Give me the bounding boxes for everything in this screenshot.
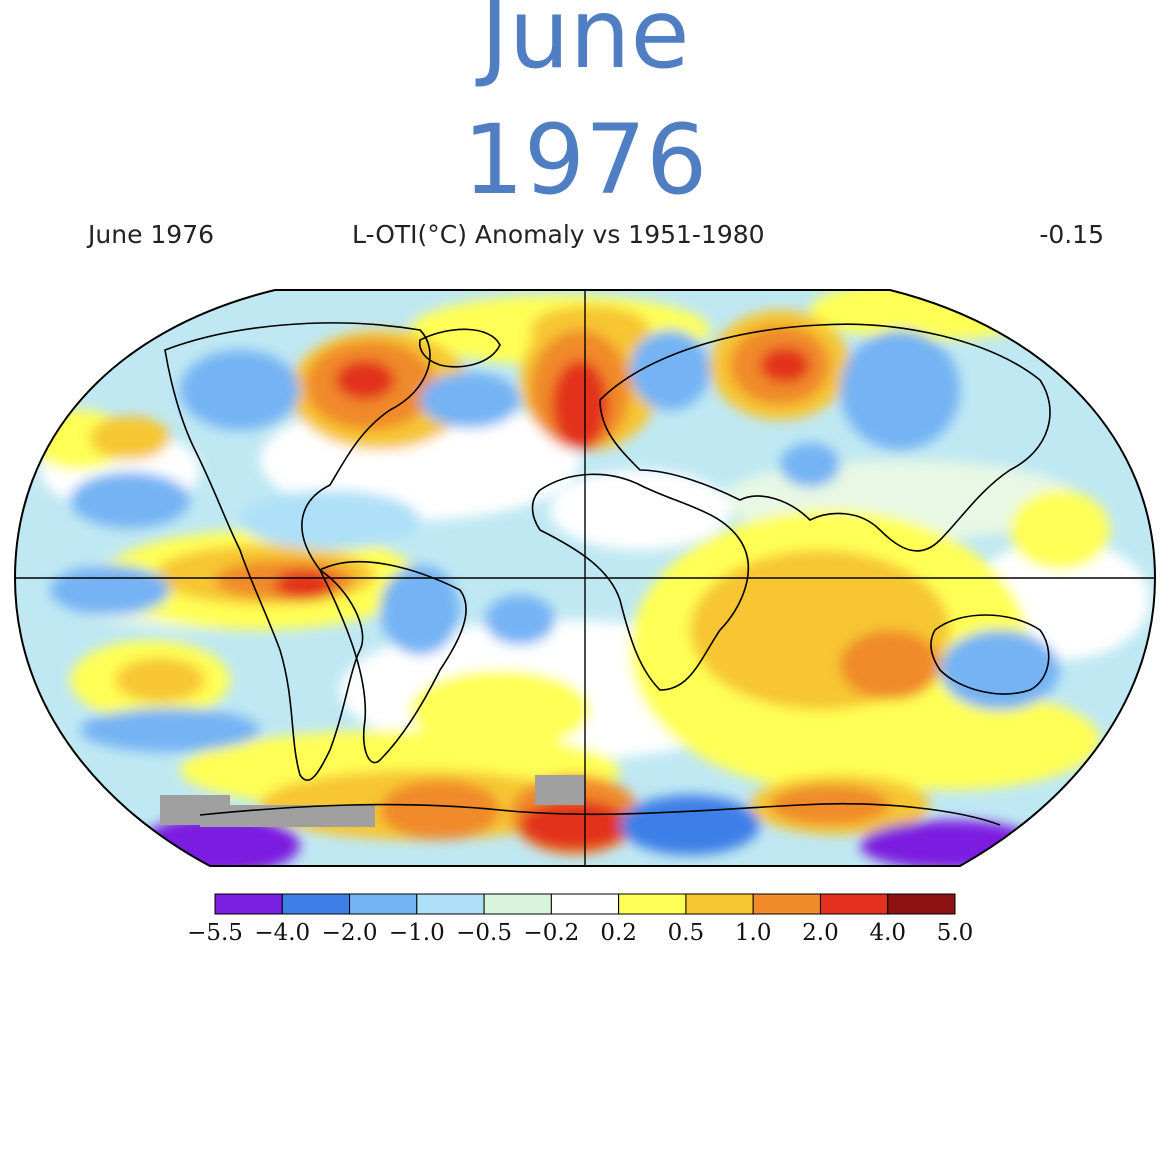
legend-swatch bbox=[819, 893, 889, 915]
legend-swatch bbox=[483, 893, 552, 915]
map-projection-border bbox=[13, 289, 1157, 867]
header-metric-label: L-OTI(°C) Anomaly vs 1951-1980 bbox=[352, 220, 765, 249]
legend-tick-label: −2.0 bbox=[322, 920, 378, 946]
legend-tick-label: −1.0 bbox=[389, 920, 445, 946]
legend-swatch bbox=[214, 893, 283, 915]
legend-swatch bbox=[887, 893, 956, 915]
legend-tick-label: −5.5 bbox=[187, 920, 243, 946]
legend-swatch bbox=[349, 893, 418, 915]
legend-tick-label: 2.0 bbox=[802, 920, 839, 946]
legend-tick-label: 0.5 bbox=[668, 920, 705, 946]
legend-tick-label: 5.0 bbox=[937, 920, 974, 946]
legend-tick-label: −4.0 bbox=[254, 920, 310, 946]
map-title-year: 1976 bbox=[462, 104, 708, 216]
legend-swatch bbox=[550, 893, 620, 915]
header-global-mean-value: -0.15 bbox=[1039, 220, 1104, 249]
map-title-month: June bbox=[480, 0, 690, 90]
header-date-label: June 1976 bbox=[88, 220, 215, 249]
color-scale-legend: −5.5 −4.0 −2.0 −1.0 −0.5 −0.2 0.2 0.5 1.0 2.0 4.0 5… bbox=[187, 893, 974, 946]
temperature-anomaly-map bbox=[13, 289, 1157, 867]
legend-swatch bbox=[416, 893, 485, 915]
legend-swatch bbox=[752, 893, 821, 915]
legend-swatch bbox=[685, 893, 754, 915]
legend-tick-label: 4.0 bbox=[869, 920, 906, 946]
legend-swatch bbox=[618, 893, 687, 915]
legend-swatch bbox=[281, 893, 351, 915]
legend-tick-label: −0.5 bbox=[456, 920, 512, 946]
legend-tick-label: 0.2 bbox=[600, 920, 637, 946]
legend-tick-label: −0.2 bbox=[523, 920, 579, 946]
map-header: June 1976 L-OTI(°C) Anomaly vs 1951-1980… bbox=[0, 220, 1170, 254]
legend-tick-label: 1.0 bbox=[735, 920, 772, 946]
continent-outlines bbox=[164, 322, 1051, 826]
